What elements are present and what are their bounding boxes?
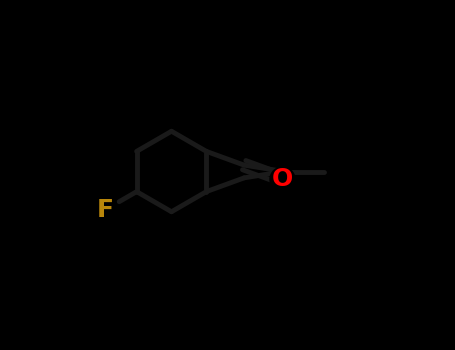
Text: O: O xyxy=(271,167,293,191)
Text: F: F xyxy=(97,198,114,222)
